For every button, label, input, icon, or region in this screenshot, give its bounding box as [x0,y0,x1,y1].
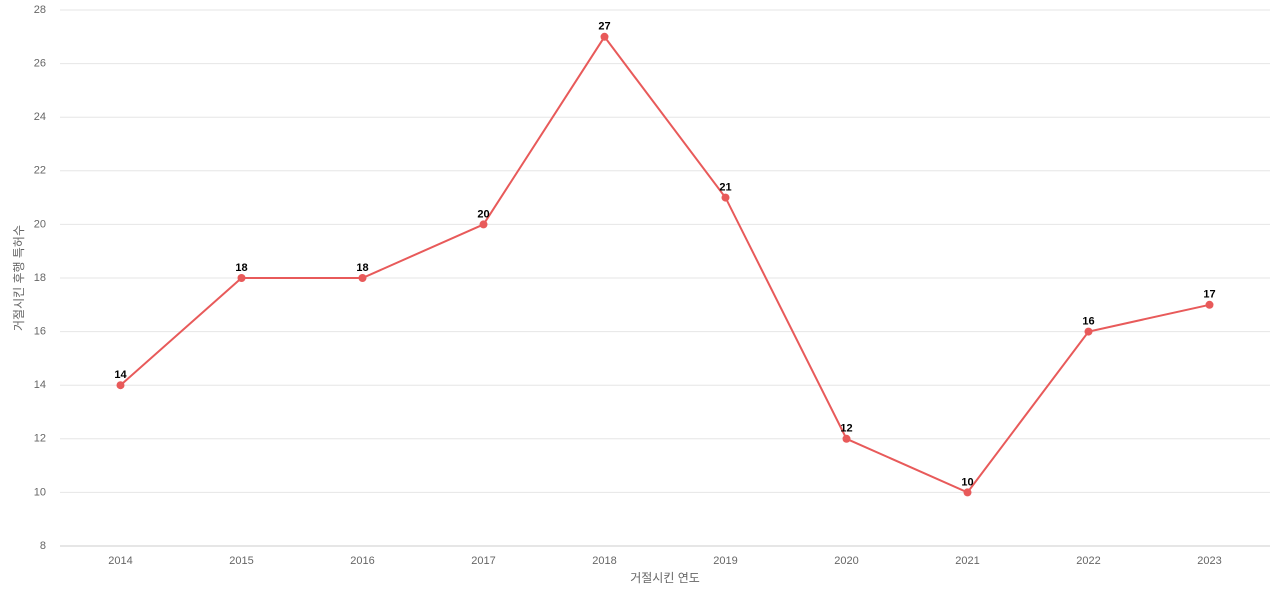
y-tick-label: 26 [34,58,46,70]
x-tick-label: 2015 [229,555,253,567]
point [600,32,609,41]
y-tick-label: 16 [34,326,46,338]
value-label: 16 [1082,316,1094,328]
point [1084,327,1093,336]
y-tick-label: 14 [34,379,46,391]
point [842,434,851,443]
point [358,274,367,282]
y-tick-label: 28 [34,4,46,16]
line [119,35,1210,494]
point [116,381,125,390]
value-label: 18 [356,262,368,274]
value-label: 20 [477,208,489,220]
y-tick-label: 12 [34,433,46,445]
value-label: 14 [114,369,127,381]
y-tick-label: 20 [34,218,46,230]
y-tick-label: 8 [40,540,46,552]
x-tick-label: 2019 [713,555,737,567]
value-label: 18 [235,262,247,274]
y-tick-label: 24 [34,111,46,123]
x-tick-label: 2022 [1076,555,1100,567]
y-tick-label: 18 [34,272,46,284]
x-tick-label: 2023 [1197,555,1221,567]
value-label: 12 [840,423,852,435]
point [963,488,972,497]
y-axis-title: 거절시킨 후행 특허수 [11,225,26,331]
x-tick-label: 2014 [108,555,132,567]
x-tick-label: 2017 [471,555,495,567]
point [237,274,246,282]
y-tick-label: 22 [34,165,46,177]
value-label: 10 [961,476,973,488]
x-tick-label: 2020 [834,555,858,567]
point [721,193,730,202]
value-label: 27 [598,21,610,33]
value-label: 17 [1203,289,1215,301]
x-tick-label: 2016 [350,555,374,567]
x-tick-label: 2021 [955,555,979,567]
x-tick-label: 2018 [592,555,616,567]
x-axis-title: 거절시킨 연도 [630,571,700,585]
point [479,220,488,229]
y-tick-label: 10 [34,486,46,498]
value-label: 21 [719,182,731,194]
point [1205,300,1214,309]
